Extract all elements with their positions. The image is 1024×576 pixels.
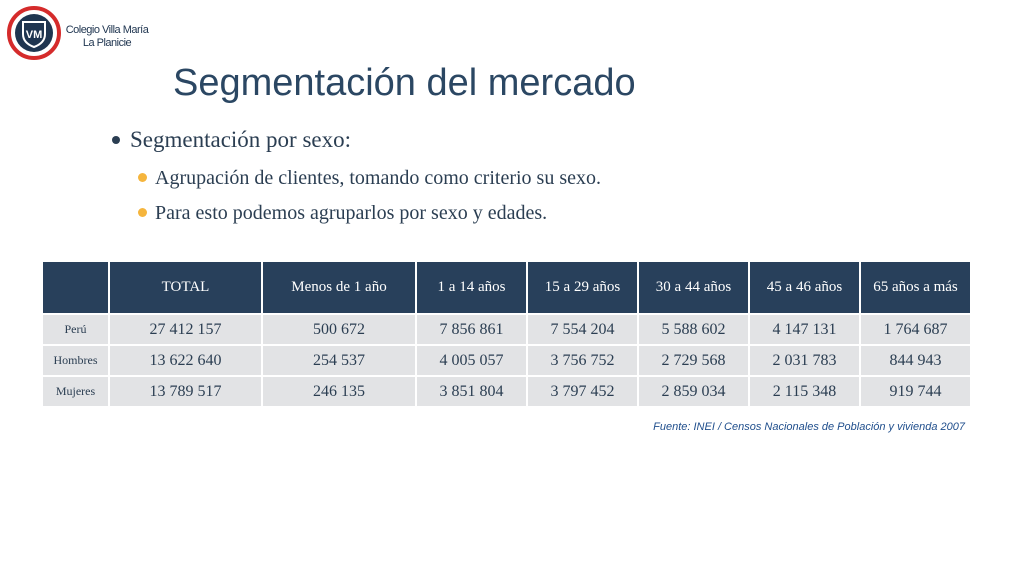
table-header-cell: 15 a 29 años — [528, 262, 637, 313]
table-cell: 5 588 602 — [639, 315, 748, 344]
table-header-cell: 1 a 14 años — [417, 262, 526, 313]
school-crest-icon: VM — [7, 6, 61, 60]
table-cell: 7 554 204 — [528, 315, 637, 344]
table-row: Mujeres 13 789 517 246 135 3 851 804 3 7… — [43, 377, 970, 406]
table-cell: 1 764 687 — [861, 315, 970, 344]
table-header-cell: 45 a 46 años — [750, 262, 859, 313]
table-cell: 13 789 517 — [110, 377, 261, 406]
school-name-line1: Colegio Villa María — [65, 24, 149, 36]
table-row-label: Mujeres — [43, 377, 108, 406]
table-cell: 500 672 — [263, 315, 415, 344]
table-row: Perú 27 412 157 500 672 7 856 861 7 554 … — [43, 315, 970, 344]
table-cell: 3 797 452 — [528, 377, 637, 406]
table-cell: 4 005 057 — [417, 346, 526, 375]
slide-title: Segmentación del mercado — [173, 62, 636, 104]
school-name-line2: La Planicie — [82, 37, 132, 49]
table-row: Hombres 13 622 640 254 537 4 005 057 3 7… — [43, 346, 970, 375]
table-header-row: TOTAL Menos de 1 año 1 a 14 años 15 a 29… — [43, 262, 970, 313]
table-row-label: Perú — [43, 315, 108, 344]
bullet-level2-text: Para esto podemos agruparlos por sexo y … — [155, 202, 548, 224]
table-header-cell: 65 años a más — [861, 262, 970, 313]
table-cell: 246 135 — [263, 377, 415, 406]
table-cell: 27 412 157 — [110, 315, 261, 344]
bullet-level2-item: Agrupación de clientes, tomando como cri… — [138, 167, 601, 190]
bullet-level1: Segmentación por sexo: — [112, 127, 351, 153]
table-cell: 2 115 348 — [750, 377, 859, 406]
table-cell: 254 537 — [263, 346, 415, 375]
table-cell: 3 756 752 — [528, 346, 637, 375]
table-header-cell: 30 a 44 años — [639, 262, 748, 313]
table-header-cell — [43, 262, 108, 313]
bullet-level2-item: Para esto podemos agruparlos por sexo y … — [138, 202, 547, 225]
table-header-cell: Menos de 1 año — [263, 262, 415, 313]
table-cell: 7 856 861 — [417, 315, 526, 344]
bullet-level1-text: Segmentación por sexo: — [130, 127, 352, 152]
bullet-dot-icon — [112, 135, 120, 144]
table-cell: 2 729 568 — [639, 346, 748, 375]
table-cell: 13 622 640 — [110, 346, 261, 375]
bullet-dot-icon — [138, 207, 147, 217]
source-note: Fuente: INEI / Censos Nacionales de Pobl… — [653, 421, 965, 433]
logo-monogram: VM — [26, 29, 43, 41]
table-cell: 844 943 — [861, 346, 970, 375]
bullet-dot-icon — [138, 172, 147, 182]
table-cell: 2 859 034 — [639, 377, 748, 406]
table-cell: 2 031 783 — [750, 346, 859, 375]
school-name: Colegio Villa María La Planicie — [62, 24, 152, 50]
table-header-cell: TOTAL — [110, 262, 261, 313]
table-cell: 3 851 804 — [417, 377, 526, 406]
bullet-level2-text: Agrupación de clientes, tomando como cri… — [155, 167, 601, 189]
population-table: TOTAL Menos de 1 año 1 a 14 años 15 a 29… — [41, 260, 972, 408]
table-cell: 919 744 — [861, 377, 970, 406]
table-cell: 4 147 131 — [750, 315, 859, 344]
table-row-label: Hombres — [43, 346, 108, 375]
